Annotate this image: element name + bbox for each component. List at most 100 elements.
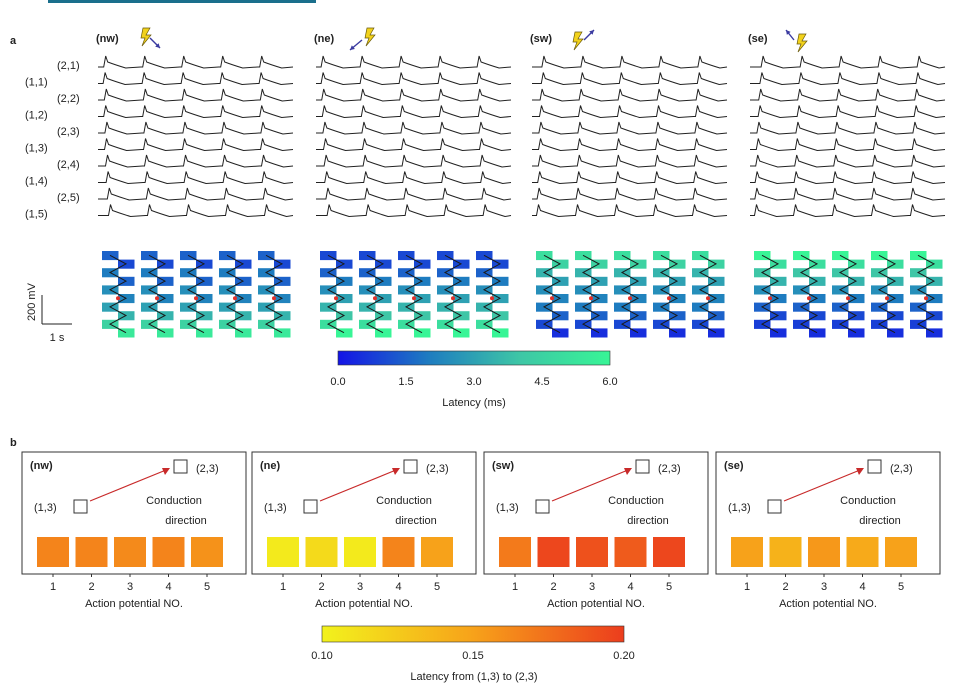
direction-column: (ne) <box>314 27 512 338</box>
action-potential-trace <box>532 204 728 218</box>
row-label: (1,5) <box>25 209 48 221</box>
row-label: (2,2) <box>57 93 80 105</box>
x-tick-label: 2 <box>782 581 788 593</box>
latency-map-cell <box>809 328 826 338</box>
annotation-line-1: Conduction <box>608 495 664 507</box>
lightning-icon <box>572 31 584 51</box>
stimulus-point <box>885 296 889 301</box>
x-axis-label: Action potential NO. <box>779 598 877 610</box>
conduction-path <box>225 254 245 334</box>
latency-map-cell <box>630 328 647 338</box>
colorbar-tick: 3.0 <box>466 376 481 388</box>
row-label: (1,1) <box>25 77 48 89</box>
conduction-arrow <box>783 469 861 502</box>
latency-panel: (ne) (2,3) (1,3) Conduction direction 1 2 3 4 5 Ac… <box>251 451 477 610</box>
scale-bar: 200 mV 1 s <box>26 282 72 344</box>
action-potential-trace <box>532 154 728 168</box>
conduction-path <box>365 254 385 334</box>
action-potential-trace <box>532 72 728 86</box>
stimulus-point <box>233 296 237 301</box>
panel-a: (2,1) (1,1) (2,2) (1,2) (2,3) (1,3) (2,4) (1,4)… <box>25 27 946 338</box>
latency-cell <box>537 537 570 567</box>
latency-map <box>141 251 174 338</box>
x-tick-label: 3 <box>357 581 363 593</box>
stimulus-point <box>490 296 494 301</box>
row-label: (2,3) <box>57 126 80 138</box>
conduction-path <box>404 254 424 334</box>
direction-label: (se) <box>724 460 744 472</box>
x-tick-label: 3 <box>127 581 133 593</box>
latency-map-cell <box>708 328 725 338</box>
stimulus-point <box>412 296 416 301</box>
latency-cell <box>382 537 415 567</box>
conduction-path <box>542 254 562 334</box>
action-potential-trace <box>98 171 294 185</box>
panel-b-label: b <box>10 437 17 449</box>
latency-map <box>476 251 509 338</box>
arrowhead <box>589 30 594 35</box>
latency-map <box>359 251 392 338</box>
latency-cell <box>37 537 69 567</box>
latency-map-cell <box>887 328 904 338</box>
action-potential-trace <box>532 171 728 185</box>
electrode-label-to: (2,3) <box>658 463 681 475</box>
conduction-path <box>326 254 346 334</box>
scale-bar-voltage-label: 200 mV <box>26 282 38 321</box>
electrode-square <box>535 499 550 514</box>
colorbar-tick: 0.15 <box>462 650 483 662</box>
latency-map-cell <box>926 328 943 338</box>
action-potential-trace <box>532 138 728 152</box>
lightning-icon <box>364 27 376 47</box>
annotation-line-2: direction <box>395 515 437 527</box>
action-potential-trace <box>98 187 294 201</box>
colorbar-gradient <box>337 350 611 366</box>
latency-cell <box>614 537 647 567</box>
latency-cell <box>421 537 453 567</box>
latency-map-cell <box>770 328 787 338</box>
latency-cell <box>267 537 299 567</box>
latency-cell <box>576 537 608 567</box>
annotation-line-1: Conduction <box>376 495 432 507</box>
action-potential-trace <box>98 72 294 86</box>
stimulus-point <box>768 296 772 301</box>
latency-13-23-colorbar-label: Latency from (1,3) to (2,3) <box>410 671 537 683</box>
stimulus-point <box>373 296 377 301</box>
action-potential-trace <box>750 187 946 201</box>
action-potential-trace <box>316 204 512 218</box>
electrode-label-to: (2,3) <box>426 463 449 475</box>
x-tick-label: 5 <box>204 581 210 593</box>
electrode-square <box>867 459 882 474</box>
x-tick-label: 4 <box>165 581 171 593</box>
latency-map-cell <box>591 328 608 338</box>
latency-cell <box>885 537 917 567</box>
latency-map-cell <box>196 328 213 338</box>
latency-map <box>793 251 826 338</box>
latency-panel: (nw) (2,3) (1,3) Conduction direction 1 2 3 4 5 Ac… <box>21 451 247 610</box>
latency-cell <box>191 537 223 567</box>
action-potential-trace <box>98 105 294 119</box>
stimulus-point <box>628 296 632 301</box>
direction-column: (sw) <box>530 29 728 338</box>
latency-cell <box>75 537 108 567</box>
annotation-line-1: Conduction <box>840 495 896 507</box>
x-tick-label: 2 <box>318 581 324 593</box>
x-tick-label: 5 <box>898 581 904 593</box>
latency-13-23-colorbar: 0.10 0.15 0.20 <box>311 625 635 662</box>
x-tick-label: 4 <box>627 581 633 593</box>
x-tick-label: 1 <box>280 581 286 593</box>
latency-map <box>614 251 647 338</box>
row-label: (2,4) <box>57 159 80 171</box>
stimulus-point <box>116 296 120 301</box>
row-label: (2,5) <box>57 192 80 204</box>
conduction-arrow <box>319 469 397 502</box>
latency-map-cell <box>492 328 509 338</box>
direction-column: (se) <box>748 29 946 338</box>
annotation-line-2: direction <box>165 515 207 527</box>
electrode-square <box>635 459 650 474</box>
action-potential-trace <box>98 55 294 69</box>
latency-map-cell <box>414 328 431 338</box>
annotation-line-2: direction <box>627 515 669 527</box>
x-axis-label: Action potential NO. <box>547 598 645 610</box>
electrode-square <box>403 459 418 474</box>
lightning-icon <box>796 33 808 53</box>
